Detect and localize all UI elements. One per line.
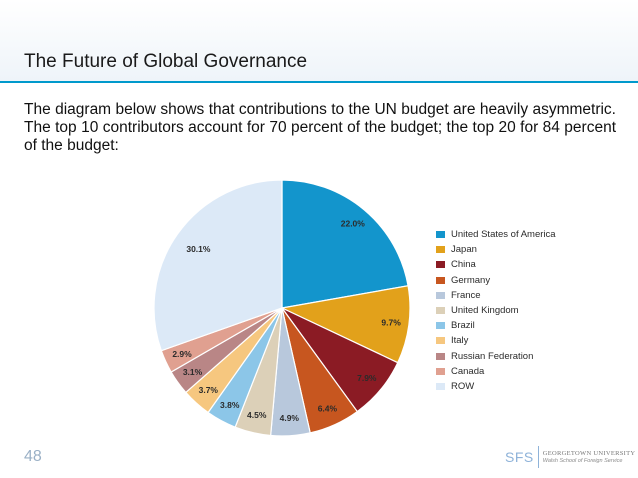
legend-item-italy: Italy bbox=[436, 333, 556, 348]
logo-divider bbox=[537, 446, 539, 468]
legend-item-row: ROW bbox=[436, 379, 556, 394]
legend-swatch bbox=[436, 382, 445, 390]
data-label-russian-federation: 3.1% bbox=[183, 367, 203, 377]
data-label-italy: 3.7% bbox=[199, 385, 219, 395]
legend-label: Canada bbox=[451, 365, 485, 377]
pie-slice-japan bbox=[280, 285, 411, 364]
data-label-row: 30.1% bbox=[186, 244, 211, 254]
legend-label: United States of America bbox=[451, 229, 556, 241]
data-label-germany: 6.4% bbox=[318, 403, 338, 413]
data-label-japan: 9.7% bbox=[381, 318, 401, 328]
legend-swatch bbox=[436, 261, 445, 269]
data-label-united-kingdom: 4.5% bbox=[247, 410, 267, 420]
legend-item-brazil: Brazil bbox=[436, 318, 556, 333]
legend-item-france: France bbox=[436, 288, 556, 303]
legend-item-united-kingdom: United Kingdom bbox=[436, 303, 556, 318]
legend-item-germany: Germany bbox=[436, 273, 556, 288]
legend-label: Germany bbox=[451, 274, 491, 286]
legend-swatch bbox=[436, 231, 445, 239]
legend-label: Russian Federation bbox=[451, 350, 534, 362]
legend-swatch bbox=[436, 352, 445, 360]
legend-swatch bbox=[436, 337, 445, 345]
legend-label: United Kingdom bbox=[451, 305, 519, 317]
pie-slice-united-states-of-america bbox=[281, 179, 409, 309]
title-divider bbox=[0, 81, 638, 83]
logo-text-block: GEORGETOWN UNIVERSITY Walsh School of Fo… bbox=[543, 450, 636, 464]
legend-swatch bbox=[436, 367, 445, 375]
slide-body-text: The diagram below shows that contributio… bbox=[24, 101, 616, 154]
page-number: 48 bbox=[24, 448, 42, 465]
data-label-china: 7.9% bbox=[357, 373, 377, 383]
data-label-brazil: 3.8% bbox=[220, 400, 240, 410]
data-label-canada: 2.9% bbox=[172, 349, 192, 359]
data-label-france: 4.9% bbox=[280, 413, 300, 423]
legend-item-russian-federation: Russian Federation bbox=[436, 349, 556, 364]
legend-item-canada: Canada bbox=[436, 364, 556, 379]
legend-label: Japan bbox=[451, 244, 477, 256]
legend-label: ROW bbox=[451, 380, 475, 392]
legend-swatch bbox=[436, 322, 445, 330]
university-name: GEORGETOWN UNIVERSITY bbox=[542, 450, 636, 457]
data-label-united-states-of-america: 22.0% bbox=[341, 219, 366, 229]
legend-label: Brazil bbox=[451, 320, 475, 332]
legend-label: Italy bbox=[451, 335, 469, 347]
legend-swatch bbox=[436, 307, 445, 315]
school-name: Walsh School of Foreign Service bbox=[542, 458, 623, 464]
legend-swatch bbox=[436, 291, 445, 299]
chart-legend: United States of America Japan China German… bbox=[436, 227, 556, 394]
legend-item-united-states-of-america: United States of America bbox=[436, 227, 556, 242]
footer-logo: SFS GEORGETOWN UNIVERSITY Walsh School o… bbox=[505, 446, 635, 468]
legend-swatch bbox=[436, 246, 445, 254]
title-bar bbox=[0, 0, 638, 82]
legend-item-china: China bbox=[436, 257, 556, 272]
slide-title: The Future of Global Governance bbox=[24, 51, 308, 72]
legend-swatch bbox=[436, 276, 445, 284]
sfs-logo-text: SFS bbox=[505, 449, 534, 465]
legend-label: France bbox=[451, 289, 481, 301]
pie-slice-row bbox=[153, 179, 283, 352]
legend-label: China bbox=[451, 259, 476, 271]
legend-item-japan: Japan bbox=[436, 242, 556, 257]
